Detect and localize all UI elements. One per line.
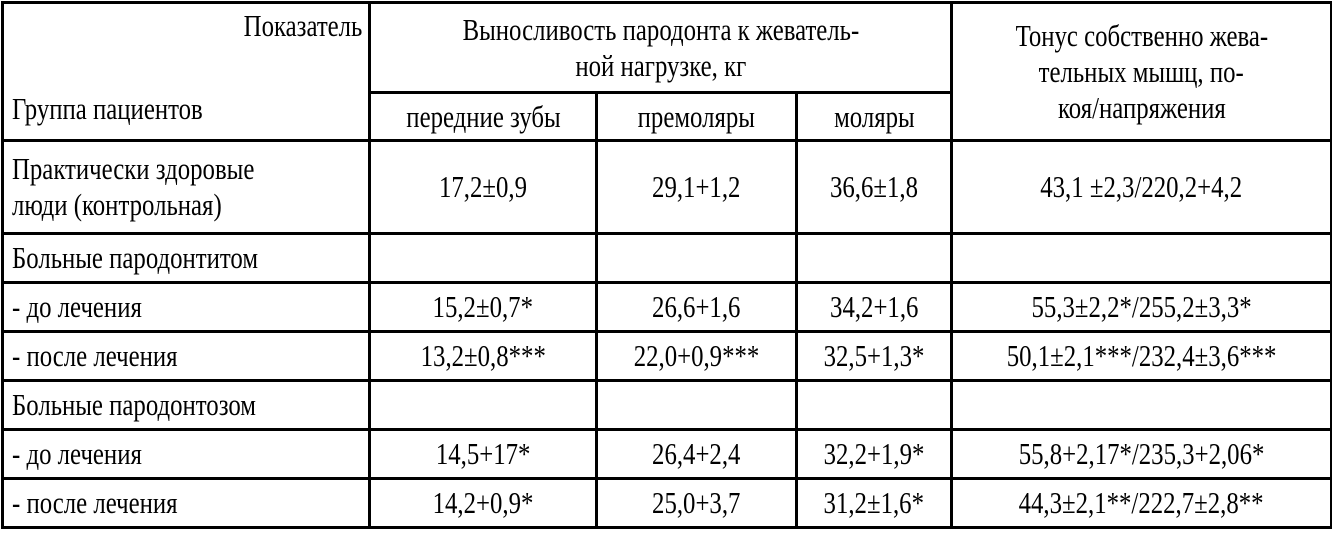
value-cell: 43,1 ±2,3/220,2+4,2	[950, 139, 1332, 235]
group-cell: - до лечения	[1, 428, 371, 480]
group-label: Больные пародонтитом	[12, 240, 259, 275]
subheader-row: передние зубы премоляры моляры	[3, 91, 1332, 142]
value-text: 31,2±1,6*	[823, 485, 925, 520]
value-text: 44,3±2,1**/222,7±2,8**	[1019, 485, 1264, 520]
value-cell: 25,0+3,7	[595, 477, 798, 529]
value-cell: 32,5+1,3*	[795, 330, 953, 382]
group-label: - до лечения	[12, 289, 142, 324]
value-text: 25,0+3,7	[652, 485, 741, 520]
group-label: - после лечения	[12, 338, 178, 373]
group-label: Группа пациентов	[12, 91, 203, 126]
group-cell: Больные пародонтитом	[1, 232, 371, 284]
subheader-text: передние зубы	[405, 98, 561, 134]
subheader-front-teeth: передние зубы	[368, 91, 598, 142]
subheader-molars: моляры	[795, 91, 953, 142]
value-cell	[595, 232, 798, 284]
value-cell: 55,3±2,2*/255,2±3,3*	[950, 281, 1332, 333]
value-text: 34,2+1,6	[829, 289, 919, 324]
value-cell: 32,2+1,9*	[795, 428, 953, 480]
tone-header-line: коя/напряжения	[1057, 89, 1226, 125]
table-row: Больные пародонтитом	[1, 232, 1332, 284]
subheader-text: моляры	[833, 98, 915, 134]
value-cell: 13,2±0,8***	[368, 330, 598, 382]
value-cell: 17,2±0,9	[368, 139, 598, 235]
table-row: - до лечения 15,2±0,7* 26,6+1,6 34,2+1,6 55,…	[1, 281, 1332, 333]
value-text: 29,1+1,2	[652, 169, 741, 204]
indicator-label: Показатель	[243, 8, 362, 43]
header-row: Показатель Группа пациентов Выносливость…	[1, 1, 1332, 142]
value-text: 14,5+17*	[435, 436, 531, 471]
value-text: 17,2±0,9	[438, 169, 527, 204]
value-cell: 34,2+1,6	[795, 281, 953, 333]
value-text: 15,2±0,7*	[432, 289, 534, 324]
value-cell	[950, 232, 1332, 284]
value-text: 55,8+2,17*/235,3+2,06*	[1018, 436, 1265, 471]
group-cell: - после лечения	[1, 477, 371, 529]
group-cell: - после лечения	[1, 330, 371, 382]
tone-header: Тонус собственно жева- тельных мышц, по-…	[950, 1, 1332, 142]
group-cell: Больные пародонтозом	[1, 379, 371, 431]
value-text: 43,1 ±2,3/220,2+4,2	[1040, 169, 1243, 204]
value-text: 26,4+2,4	[652, 436, 741, 471]
group-label: Больные пародонтозом	[12, 387, 256, 422]
tone-header-line: Тонус собственно жева-	[1015, 17, 1268, 53]
group-label: - после лечения	[12, 485, 178, 520]
endurance-header: Выносливость пародонта к жеватель- ной н…	[368, 1, 953, 94]
group-cell: - до лечения	[1, 281, 371, 333]
value-cell: 22,0+0,9***	[595, 330, 798, 382]
value-text: 50,1±2,1***/232,4±3,6***	[1006, 338, 1277, 373]
group-cell: Практически здоровые люди (контрольная)	[1, 139, 371, 235]
value-cell	[595, 379, 798, 431]
corner-header-cell: Показатель Группа пациентов	[1, 1, 371, 142]
value-text: 32,2+1,9*	[823, 436, 925, 471]
value-cell	[795, 379, 953, 431]
table-row: - после лечения 14,2+0,9* 25,0+3,7 31,2±1,6…	[1, 477, 1332, 529]
value-cell: 44,3±2,1**/222,7±2,8**	[950, 477, 1332, 529]
subheader-premolars: премоляры	[595, 91, 798, 142]
value-cell: 14,2+0,9*	[368, 477, 598, 529]
subheader-text: премоляры	[637, 98, 756, 134]
value-cell: 14,5+17*	[368, 428, 598, 480]
value-cell: 55,8+2,17*/235,3+2,06*	[950, 428, 1332, 480]
endurance-header-line: Выносливость пародонта к жеватель-	[462, 11, 859, 47]
value-cell	[950, 379, 1332, 431]
table-row: - после лечения 13,2±0,8*** 22,0+0,9*** 32,…	[1, 330, 1332, 382]
group-label: люди (контрольная)	[12, 187, 222, 222]
value-cell	[368, 379, 598, 431]
value-text: 36,6±1,8	[829, 169, 918, 204]
endurance-header-line: ной нагрузке, кг	[575, 47, 746, 83]
value-cell: 29,1+1,2	[595, 139, 798, 235]
value-text: 13,2±0,8***	[420, 338, 546, 373]
value-cell: 26,4+2,4	[595, 428, 798, 480]
value-cell	[795, 232, 953, 284]
value-text: 26,6+1,6	[652, 289, 741, 324]
value-text: 32,5+1,3*	[823, 338, 925, 373]
value-cell: 36,6±1,8	[795, 139, 953, 235]
value-text: 14,2+0,9*	[432, 485, 534, 520]
group-label: - до лечения	[12, 436, 142, 471]
table-row: - до лечения 14,5+17* 26,4+2,4 32,2+1,9* 55,…	[1, 428, 1332, 480]
value-text: 22,0+0,9***	[633, 338, 760, 373]
table-row: Больные пародонтозом	[1, 379, 1332, 431]
value-cell: 31,2±1,6*	[795, 477, 953, 529]
group-label: Практически здоровые	[12, 151, 255, 186]
tone-header-line: тельных мышц, по-	[1038, 53, 1245, 89]
table-row: Практически здоровые люди (контрольная) 17…	[1, 139, 1332, 235]
value-cell: 50,1±2,1***/232,4±3,6***	[950, 330, 1332, 382]
value-text: 55,3±2,2*/255,2±3,3*	[1031, 289, 1252, 324]
value-cell: 15,2±0,7*	[368, 281, 598, 333]
value-cell: 26,6+1,6	[595, 281, 798, 333]
value-cell	[368, 232, 598, 284]
